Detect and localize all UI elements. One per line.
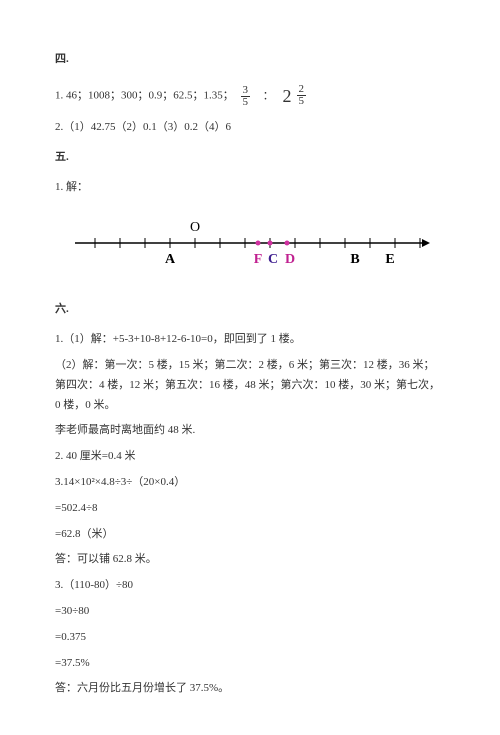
s4-line1-text: 1. 46；1008；300；0.9；62.5；1.35；: [55, 90, 234, 102]
section-4-line-2: 2.（1）42.75（2）0.1（3）0.2（4）6: [55, 118, 445, 138]
mixed-frac: 2 5: [297, 84, 307, 107]
section-5-title: 五.: [55, 148, 445, 168]
mixed-whole: 2: [283, 80, 292, 112]
svg-text:O: O: [190, 220, 200, 235]
svg-text:B: B: [350, 252, 359, 267]
svg-text:E: E: [385, 252, 394, 267]
number-line-figure: O A FCD B E: [55, 213, 445, 281]
svg-text:C: C: [268, 252, 278, 267]
s6-p5: 3.14×10²×4.8÷3÷（20×0.4）: [55, 473, 445, 493]
svg-text:F: F: [254, 252, 263, 267]
s6-p8: 答：可以铺 62.8 米。: [55, 550, 445, 570]
s6-p10: =30÷80: [55, 602, 445, 622]
s6-p4: 2. 40 厘米=0.4 米: [55, 447, 445, 467]
section-4-title: 四.: [55, 50, 445, 70]
s6-p2: （2）解：第一次：5 楼，15 米；第二次：2 楼，6 米；第三次：12 楼，3…: [55, 356, 445, 415]
s6-p3: 李老师最高时离地面约 48 米.: [55, 421, 445, 441]
mixed-den: 5: [297, 96, 307, 107]
section-4-line-1: 1. 46；1008；300；0.9；62.5；1.35； 3 5 ： 2 2 …: [55, 80, 445, 112]
s6-p9: 3.（110-80）÷80: [55, 576, 445, 596]
colon-sep: ：: [263, 90, 274, 102]
svg-text:A: A: [165, 252, 176, 267]
section-5-line-1: 1. 解：: [55, 178, 445, 198]
page: 四. 1. 46；1008；300；0.9；62.5；1.35； 3 5 ： 2…: [0, 0, 500, 735]
frac-den: 5: [241, 97, 251, 108]
fraction-3-5: 3 5: [241, 85, 251, 108]
section-6-title: 六.: [55, 300, 445, 320]
mixed-number: 2 2 5: [283, 80, 311, 112]
s6-p1: 1.（1）解：+5-3+10-8+12-6-10=0，即回到了 1 楼。: [55, 330, 445, 350]
s6-p13: 答：六月份比五月份增长了 37.5%。: [55, 679, 445, 699]
frac-num: 3: [241, 85, 251, 97]
s6-p7: =62.8（米）: [55, 525, 445, 545]
svg-text:D: D: [285, 252, 295, 267]
number-line-svg: O A FCD B E: [55, 213, 445, 273]
s6-p11: =0.375: [55, 628, 445, 648]
s6-p12: =37.5%: [55, 654, 445, 674]
s6-p6: =502.4÷8: [55, 499, 445, 519]
